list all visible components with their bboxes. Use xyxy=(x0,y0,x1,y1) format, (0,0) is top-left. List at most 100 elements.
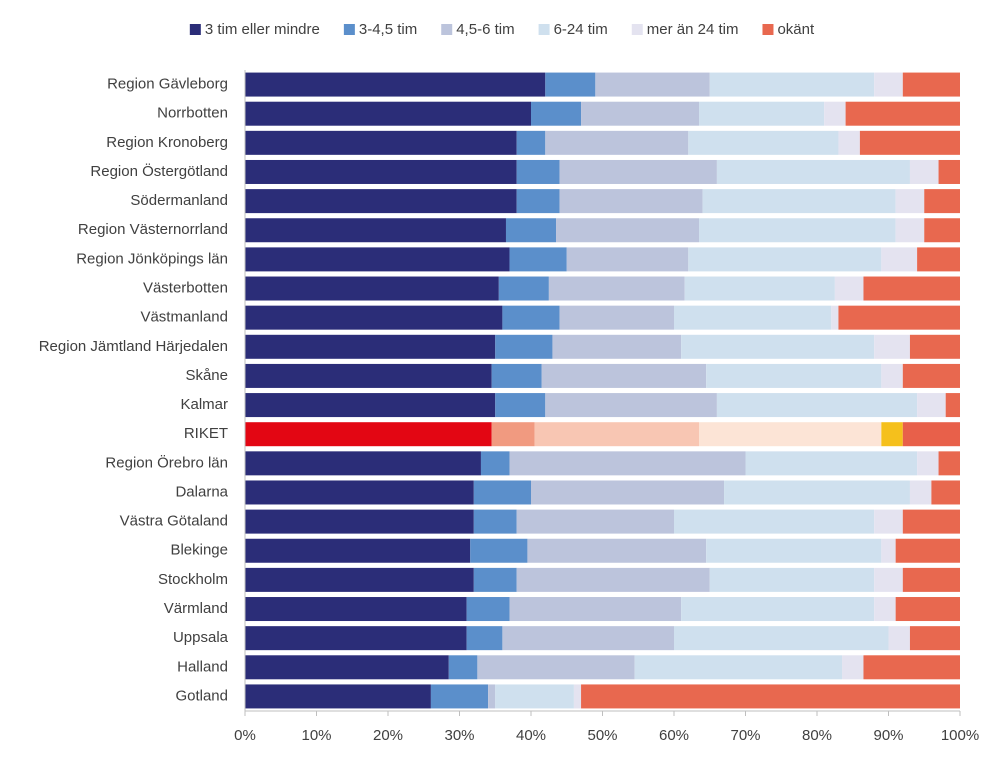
y-tick-label: Region Örebro län xyxy=(105,453,228,471)
legend-label: 3 tim eller mindre xyxy=(205,21,320,38)
bar-segment xyxy=(863,276,960,301)
bar-segment xyxy=(688,247,882,272)
bar-segment xyxy=(874,567,903,592)
bar-segment xyxy=(895,538,960,563)
legend-swatch xyxy=(189,24,201,35)
bar-segment xyxy=(938,159,960,184)
y-tick-label: Blekinge xyxy=(170,542,228,559)
bar-segment xyxy=(838,130,860,155)
bar-segment xyxy=(245,422,492,447)
bar-segment xyxy=(502,305,560,330)
bar-segment xyxy=(874,597,896,622)
legend-label: 3-4,5 tim xyxy=(359,21,417,38)
bar-segment xyxy=(634,655,843,680)
bar-segment xyxy=(516,509,674,534)
bar-segment xyxy=(709,72,875,97)
bar-segment xyxy=(245,538,471,563)
bar-segment xyxy=(498,276,549,301)
bar-segment xyxy=(674,626,889,651)
bar-segment xyxy=(902,567,960,592)
bar-segment xyxy=(245,159,517,184)
bar-segment xyxy=(245,101,531,126)
legend-swatch xyxy=(441,24,453,35)
bar-segment xyxy=(559,305,674,330)
bar-segment xyxy=(245,276,499,301)
bar-segment xyxy=(245,363,492,388)
legend-label: mer än 24 tim xyxy=(647,21,739,38)
bar-segment xyxy=(473,480,531,505)
bar-segment xyxy=(245,334,496,359)
bar-segment xyxy=(566,247,689,272)
bar-segment xyxy=(902,72,960,97)
bar-segment xyxy=(495,334,553,359)
bar-segment xyxy=(245,684,431,709)
bar-segment xyxy=(917,393,946,418)
bar-segment xyxy=(917,451,939,476)
x-tick-label: 0% xyxy=(234,727,256,744)
bar-segment xyxy=(716,159,910,184)
bar-segment xyxy=(470,538,528,563)
bar-segment xyxy=(863,655,960,680)
bar-segment xyxy=(716,393,918,418)
bar-segment xyxy=(545,393,717,418)
bar-segment xyxy=(724,480,910,505)
y-tick-label: Halland xyxy=(177,658,228,675)
bar-segment xyxy=(909,480,932,505)
y-tick-label: Region Östergötland xyxy=(90,162,228,180)
bar-segment xyxy=(681,597,875,622)
bar-segment xyxy=(448,655,478,680)
bar-segment xyxy=(699,101,825,126)
bar-segment xyxy=(824,101,846,126)
bar-segment xyxy=(699,422,882,447)
bar-segment xyxy=(545,130,689,155)
bar-segment xyxy=(495,393,546,418)
bar-segment xyxy=(895,218,925,243)
legend-label: 6-24 tim xyxy=(554,21,608,38)
legend-label: okänt xyxy=(777,21,815,38)
x-tick-label: 90% xyxy=(873,727,903,744)
bar-segment xyxy=(688,130,839,155)
y-tick-label: Stockholm xyxy=(158,571,228,588)
bar-segment xyxy=(874,72,903,97)
legend-swatch xyxy=(762,24,774,35)
bar-segment xyxy=(909,159,939,184)
bar-segment xyxy=(902,422,960,447)
bar-segment xyxy=(945,393,960,418)
bar-segment xyxy=(559,189,703,214)
bar-segment xyxy=(581,684,960,709)
bar-segment xyxy=(245,72,546,97)
y-tick-label: Västerbotten xyxy=(143,279,228,296)
bar-segment xyxy=(466,626,503,651)
bar-segment xyxy=(245,626,467,651)
bar-segment xyxy=(245,218,506,243)
bar-segment xyxy=(245,130,517,155)
bar-segment xyxy=(924,189,960,214)
bar-segment xyxy=(466,597,510,622)
bar-segment xyxy=(516,159,560,184)
bar-segment xyxy=(245,509,474,534)
y-tick-label: Västra Götaland xyxy=(120,513,228,530)
bar-segment xyxy=(902,363,960,388)
bar-segment xyxy=(245,189,517,214)
bar-segment xyxy=(573,684,582,709)
x-tick-label: 80% xyxy=(802,727,832,744)
bar-segment xyxy=(473,509,517,534)
bar-segment xyxy=(681,334,875,359)
x-tick-label: 30% xyxy=(444,727,474,744)
bar-segment xyxy=(531,101,582,126)
x-tick-label: 50% xyxy=(587,727,617,744)
y-tick-label: Kalmar xyxy=(180,396,228,413)
y-tick-label: Västmanland xyxy=(140,309,228,326)
x-tick-label: 10% xyxy=(301,727,331,744)
bar-segment xyxy=(838,305,960,330)
bar-segment xyxy=(245,597,467,622)
y-tick-label: Gotland xyxy=(175,687,228,704)
bar-segment xyxy=(684,276,835,301)
bar-segment xyxy=(909,334,960,359)
y-tick-label: Region Jämtland Härjedalen xyxy=(39,338,228,355)
bar-segment xyxy=(581,101,700,126)
bar-segment xyxy=(845,101,960,126)
legend-swatch xyxy=(343,24,355,35)
legend-swatch xyxy=(538,24,550,35)
